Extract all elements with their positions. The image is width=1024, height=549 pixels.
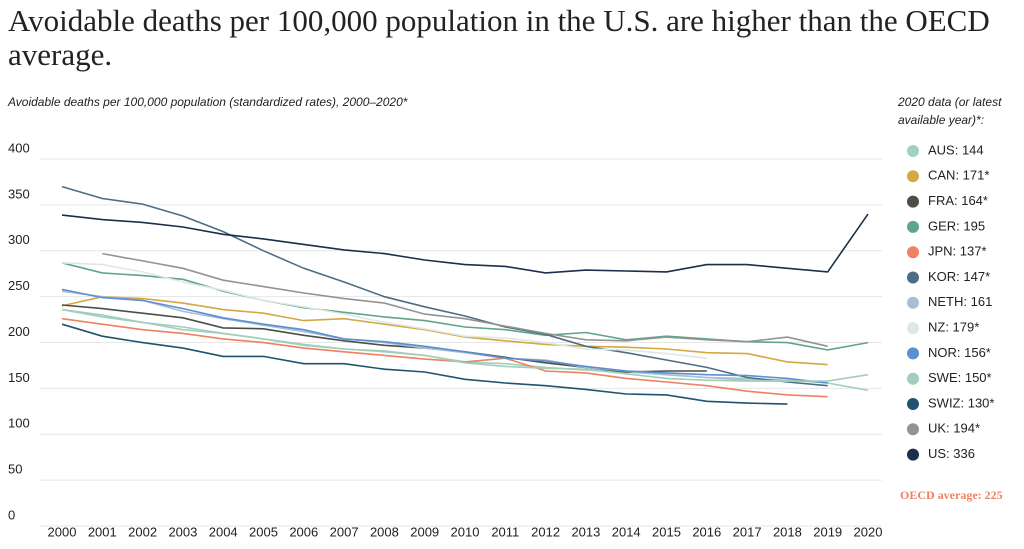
legend-swatch bbox=[907, 423, 919, 436]
legend-label: SWE: 150* bbox=[928, 370, 992, 385]
legend-label: AUS: 144 bbox=[928, 142, 984, 157]
series-line bbox=[61, 323, 788, 405]
legend-swatch bbox=[907, 145, 919, 157]
legend-swatch bbox=[907, 347, 919, 360]
y-tick-label: 100 bbox=[8, 416, 30, 431]
legend-swatch bbox=[907, 322, 919, 335]
legend-label: UK: 194* bbox=[928, 421, 980, 436]
x-tick-label: 2017 bbox=[733, 524, 762, 539]
legend-label: NETH: 161 bbox=[928, 294, 992, 309]
series-line bbox=[61, 288, 828, 384]
y-tick-label: 300 bbox=[8, 232, 30, 247]
x-tick-label: 2020 bbox=[854, 524, 883, 539]
legend-label: SWIZ: 130* bbox=[928, 395, 994, 410]
legend-swatch bbox=[907, 170, 919, 183]
x-tick-label: 2016 bbox=[692, 524, 721, 539]
legend-title: 2020 data (or latest available year)*: bbox=[897, 95, 1002, 127]
x-tick-label: 2000 bbox=[48, 524, 77, 539]
y-tick-label: 150 bbox=[8, 370, 30, 385]
legend-swatch bbox=[907, 271, 919, 284]
legend-swatch bbox=[907, 372, 919, 385]
x-tick-label: 2012 bbox=[531, 524, 560, 539]
x-tick-label: 2013 bbox=[571, 524, 600, 539]
legend-swatch bbox=[907, 296, 919, 309]
series-line bbox=[61, 304, 707, 373]
legend-label: KOR: 147* bbox=[928, 269, 990, 284]
x-tick-label: 2009 bbox=[410, 524, 439, 539]
chart-subtitle: Avoidable deaths per 100,000 population … bbox=[7, 95, 408, 109]
x-tick-label: 2010 bbox=[451, 524, 480, 539]
legend-label: NZ: 179* bbox=[928, 320, 979, 335]
series-line bbox=[61, 262, 707, 359]
series-line bbox=[61, 290, 788, 382]
x-tick-label: 2005 bbox=[249, 524, 278, 539]
y-tick-label: 0 bbox=[8, 507, 15, 522]
x-tick-label: 2004 bbox=[209, 524, 238, 539]
legend-label: JPN: 137* bbox=[928, 244, 987, 259]
chart-title: Avoidable deaths per 100,000 population … bbox=[8, 3, 990, 72]
legend-swatch bbox=[907, 398, 919, 410]
series-line bbox=[61, 308, 869, 382]
y-tick-label: 50 bbox=[8, 462, 22, 477]
x-tick-label: 2011 bbox=[491, 524, 519, 539]
series-line bbox=[61, 213, 869, 274]
series-line bbox=[61, 185, 828, 387]
legend-label: GER: 195 bbox=[928, 218, 985, 233]
legend-swatch bbox=[907, 195, 919, 208]
legend-label: CAN: 171* bbox=[928, 168, 989, 183]
legend-swatch bbox=[907, 220, 919, 233]
y-tick-label: 200 bbox=[8, 324, 30, 339]
legend-swatch bbox=[907, 448, 919, 461]
legend-swatch bbox=[907, 246, 919, 259]
x-tick-label: 2019 bbox=[813, 524, 842, 539]
y-tick-label: 400 bbox=[8, 140, 30, 155]
x-tick-label: 2014 bbox=[612, 524, 641, 539]
x-tick-label: 2001 bbox=[88, 524, 117, 539]
x-tick-label: 2006 bbox=[289, 524, 318, 539]
x-tick-label: 2007 bbox=[330, 524, 359, 539]
y-tick-label: 250 bbox=[8, 278, 30, 293]
x-tick-label: 2002 bbox=[128, 524, 157, 539]
x-tick-label: 2015 bbox=[652, 524, 681, 539]
series-line bbox=[61, 317, 828, 398]
legend-label: FRA: 164* bbox=[928, 193, 988, 208]
series-line bbox=[61, 295, 828, 366]
x-tick-label: 2018 bbox=[773, 524, 802, 539]
legend-label: US: 336 bbox=[928, 446, 975, 461]
annotation: OECD average: 225 bbox=[900, 488, 1003, 502]
x-tick-label: 2008 bbox=[370, 524, 399, 539]
legend-label: NOR: 156* bbox=[928, 345, 991, 360]
x-tick-label: 2003 bbox=[168, 524, 197, 539]
series-line bbox=[102, 252, 828, 348]
y-tick-label: 350 bbox=[8, 186, 30, 201]
